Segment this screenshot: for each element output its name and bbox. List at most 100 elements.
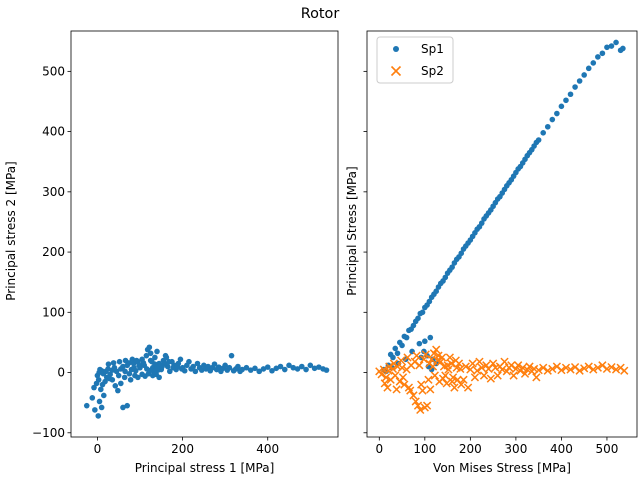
scatter-point-x [548, 364, 557, 374]
scatter-point-x [463, 383, 473, 392]
scatter-point-x [461, 362, 470, 371]
scatter-point [174, 363, 181, 370]
scatter-point-x [426, 385, 435, 394]
scatter-point-x [409, 391, 418, 400]
x-tick-label: 0 [375, 442, 383, 456]
right-ticks: 0 100 200 300 400 500 [363, 30, 638, 456]
scatter-point [307, 362, 314, 369]
scatter-point-x [575, 366, 584, 375]
scatter-point-x [412, 351, 421, 360]
axes-frame [70, 30, 339, 438]
scatter-point [572, 84, 578, 90]
scatter-point [416, 340, 423, 347]
scatter-point-x [543, 366, 552, 375]
scatter-point-x [479, 371, 489, 380]
left-y-axis-label: Principal stress 2 [MPa] [4, 161, 18, 301]
scatter-point [422, 338, 428, 345]
y-tick-label: 400 [42, 125, 65, 139]
scatter-point [178, 366, 185, 372]
left-plot-area [83, 344, 330, 419]
scatter-point-x [383, 383, 392, 392]
scatter-point-x [580, 364, 589, 373]
scatter-point-x [475, 357, 484, 366]
scatter-point-x [589, 365, 598, 374]
scatter-point [252, 365, 258, 372]
scatter-point [89, 395, 96, 401]
scatter-point [115, 387, 121, 394]
scatter-point [478, 220, 485, 226]
scatter-point [281, 366, 288, 373]
scatter-point [136, 362, 142, 369]
scatter-point-x [611, 365, 621, 374]
scatter-point [205, 363, 211, 370]
scatter-point [140, 360, 147, 366]
scatter-point-x [416, 405, 425, 415]
scatter-point [166, 368, 173, 375]
x-tick-label: 200 [171, 442, 194, 456]
scatter-point-x [457, 380, 466, 389]
scatter-point [154, 364, 160, 371]
scatter-point [394, 350, 401, 357]
scatter-point-x [534, 366, 543, 375]
scatter-point [106, 375, 113, 382]
scatter-point-x [392, 385, 401, 394]
scatter-point [126, 370, 133, 377]
scatter-point [585, 65, 592, 72]
scatter-point [303, 366, 309, 373]
scatter-point [290, 364, 297, 371]
scatter-point [535, 137, 542, 143]
scatter-point [95, 413, 102, 419]
x-tick-label: 0 [94, 442, 102, 456]
y-tick-label: 500 [42, 64, 65, 78]
scatter-point [98, 404, 105, 411]
figure-title: Rotor [301, 6, 340, 22]
scatter-point-x [539, 363, 548, 372]
x-tick-label: 400 [256, 442, 279, 456]
scatter-point [421, 348, 427, 355]
scatter-point-x [532, 373, 541, 382]
scatter-point [126, 360, 132, 366]
scatter-point [433, 288, 440, 295]
scatter-point [235, 363, 241, 370]
scatter-point [163, 354, 170, 361]
left-axes: 0 200 400 −100 0 100 200 300 400 500 Principal st… [4, 30, 339, 475]
scatter-point [154, 348, 160, 355]
scatter-point [620, 45, 626, 52]
scatter-point [581, 72, 587, 78]
scatter-point [544, 123, 551, 130]
scatter-point-x [411, 397, 420, 406]
scatter-point-x [447, 359, 456, 368]
scatter-point [96, 398, 103, 405]
legend-marker-sp1 [393, 46, 399, 52]
scatter-point [152, 354, 158, 361]
scatter-point [392, 345, 399, 352]
scatter-point [143, 352, 150, 359]
scatter-point-x [561, 363, 571, 372]
scatter-point-x [448, 373, 458, 382]
scatter-point [563, 97, 569, 104]
y-tick-label: 0 [57, 366, 65, 380]
legend: Sp1 Sp2 [376, 36, 454, 84]
x-tick-label: 500 [595, 442, 618, 456]
scatter-point-x [593, 363, 602, 372]
scatter-point [120, 404, 126, 411]
scatter-point [294, 366, 301, 372]
scatter-point [269, 367, 275, 374]
scatter-point [147, 350, 154, 357]
scatter-point [299, 363, 305, 370]
scatter-point-x [444, 365, 453, 374]
scatter-point-x [419, 355, 429, 364]
scatter-point [613, 39, 619, 46]
scatter-point-x [620, 366, 629, 375]
scatter-point [222, 362, 228, 369]
x-tick-label: 200 [459, 442, 482, 456]
scatter-point [156, 374, 162, 381]
scatter-point-x [442, 379, 451, 388]
scatter-point-x [482, 361, 491, 370]
scatter-point [177, 356, 184, 363]
x-tick-label: 300 [504, 442, 527, 456]
scatter-point [198, 367, 205, 373]
scatter-point [316, 364, 322, 370]
scatter-point-x [473, 366, 482, 375]
scatter-point [170, 364, 177, 371]
